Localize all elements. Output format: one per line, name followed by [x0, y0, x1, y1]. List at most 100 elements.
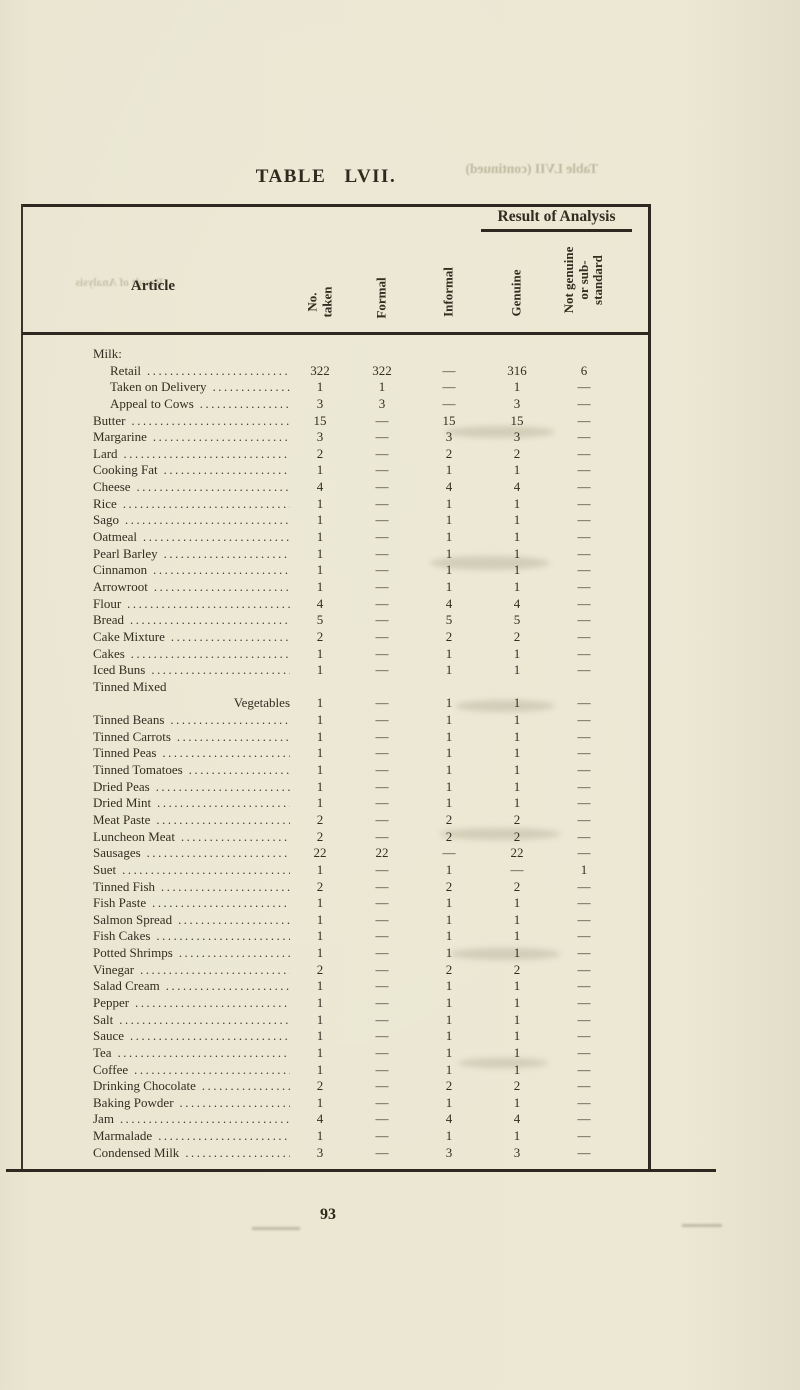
table-row: Condensed Milk 3 — 3 3 —	[0, 1145, 660, 1162]
article-label: Tinned Carrots	[93, 728, 171, 744]
cell-informal: 1	[445, 945, 453, 961]
cell-not-genuine: —	[577, 379, 591, 395]
cell-genuine: 1	[513, 662, 521, 678]
cell-genuine: 1	[513, 545, 521, 561]
cell-genuine: 1	[513, 712, 521, 728]
cell-genuine: 1	[513, 1044, 521, 1060]
cell-not-genuine: —	[577, 479, 591, 495]
cell-informal: 1	[445, 578, 453, 594]
article-cell: Fish Cakes	[93, 928, 290, 945]
cell-informal: 1	[445, 928, 453, 944]
cell-formal: —	[375, 529, 389, 545]
article-cell: Tinned Fish	[93, 879, 290, 896]
dot-leader	[154, 579, 290, 596]
article-cell: Salad Cream	[93, 978, 290, 995]
cell-formal: —	[375, 662, 389, 678]
cell-no-taken: 1	[316, 495, 324, 511]
cell-no-taken: 1	[316, 529, 324, 545]
article-label: Vegetables	[233, 695, 290, 711]
table-row: Milk:	[0, 346, 660, 363]
cell-informal: 4	[445, 479, 453, 495]
cell-genuine: 1	[513, 795, 521, 811]
article-label: Tinned Beans	[93, 712, 165, 728]
cell-genuine: 2	[513, 961, 521, 977]
table-bottom-rule	[6, 1169, 716, 1172]
article-cell: Marmalade	[93, 1128, 290, 1145]
cell-formal: —	[375, 578, 389, 594]
dot-leader	[153, 429, 290, 446]
page-number: 93	[320, 1206, 336, 1223]
column-header-genuine: Genuine	[508, 269, 524, 317]
article-cell: Oatmeal	[93, 529, 290, 546]
cell-no-taken: 1	[316, 512, 324, 528]
cell-not-genuine: —	[577, 1128, 591, 1144]
cell-informal: 1	[445, 1128, 453, 1144]
dot-leader	[151, 662, 290, 679]
cell-no-taken: 4	[316, 595, 324, 611]
cell-genuine: 1	[513, 1061, 521, 1077]
table-row: Cinnamon 1 — 1 1 —	[0, 562, 660, 579]
cell-genuine: 1	[513, 529, 521, 545]
article-cell: Vegetables	[93, 695, 290, 712]
dot-leader	[180, 1095, 290, 1112]
cell-no-taken: 1	[316, 1094, 324, 1110]
cell-not-genuine: —	[577, 978, 591, 994]
cell-informal: 1	[445, 1094, 453, 1110]
cell-formal: —	[375, 645, 389, 661]
cell-formal: —	[375, 595, 389, 611]
cell-not-genuine: —	[577, 462, 591, 478]
article-label: Cake Mixture	[93, 628, 165, 644]
cell-no-taken: 1	[316, 745, 324, 761]
article-cell: Dried Peas	[93, 779, 290, 796]
cell-no-taken: 1	[316, 662, 324, 678]
cell-formal: —	[375, 1061, 389, 1077]
article-label: Marmalade	[93, 1128, 153, 1144]
article-label: Potted Shrimps	[93, 945, 173, 961]
table-row: Vinegar 2 — 2 2 —	[0, 962, 660, 979]
cell-informal: 15	[442, 412, 456, 428]
cell-formal: —	[375, 978, 389, 994]
cell-not-genuine: 1	[580, 861, 588, 877]
cell-genuine: 1	[513, 728, 521, 744]
article-cell: Tinned Peas	[93, 745, 290, 762]
header-separator-rule	[22, 332, 650, 335]
table-row: Lard 2 — 2 2 —	[0, 446, 660, 463]
cell-genuine: 1	[513, 1028, 521, 1044]
article-cell: Flour	[93, 596, 290, 613]
article-cell: Salmon Spread	[93, 912, 290, 929]
cell-genuine: 1	[513, 578, 521, 594]
cell-not-genuine: —	[577, 612, 591, 628]
cell-informal: 1	[445, 662, 453, 678]
bleed-through-smudge	[445, 426, 555, 438]
article-cell: Cakes	[93, 646, 290, 663]
cell-not-genuine: —	[577, 412, 591, 428]
article-cell: Jam	[93, 1111, 290, 1128]
article-label: Butter	[93, 412, 126, 428]
cell-genuine: 4	[513, 595, 521, 611]
dot-leader	[162, 745, 290, 762]
cell-genuine: 3	[513, 395, 521, 411]
cell-genuine: 1	[513, 512, 521, 528]
cell-informal: —	[442, 362, 456, 378]
cell-formal: —	[375, 462, 389, 478]
cell-not-genuine: —	[577, 945, 591, 961]
scan-scratch	[682, 1224, 722, 1227]
cell-genuine: 1	[513, 379, 521, 395]
dot-leader	[178, 912, 290, 929]
article-cell: Taken on Delivery	[93, 379, 290, 396]
article-label: Coffee	[93, 1061, 129, 1077]
cell-genuine: 4	[513, 479, 521, 495]
cell-formal: —	[375, 545, 389, 561]
cell-informal: 1	[445, 1011, 453, 1027]
cell-genuine: 1	[513, 562, 521, 578]
cell-genuine: 1	[513, 495, 521, 511]
article-cell: Tinned Beans	[93, 712, 290, 729]
dot-leader	[170, 712, 290, 729]
cell-genuine: 2	[513, 828, 521, 844]
cell-not-genuine: —	[577, 811, 591, 827]
dot-leader	[127, 596, 290, 613]
cell-informal: —	[442, 395, 456, 411]
cell-genuine: 1	[513, 911, 521, 927]
article-label: Retail	[110, 362, 142, 378]
